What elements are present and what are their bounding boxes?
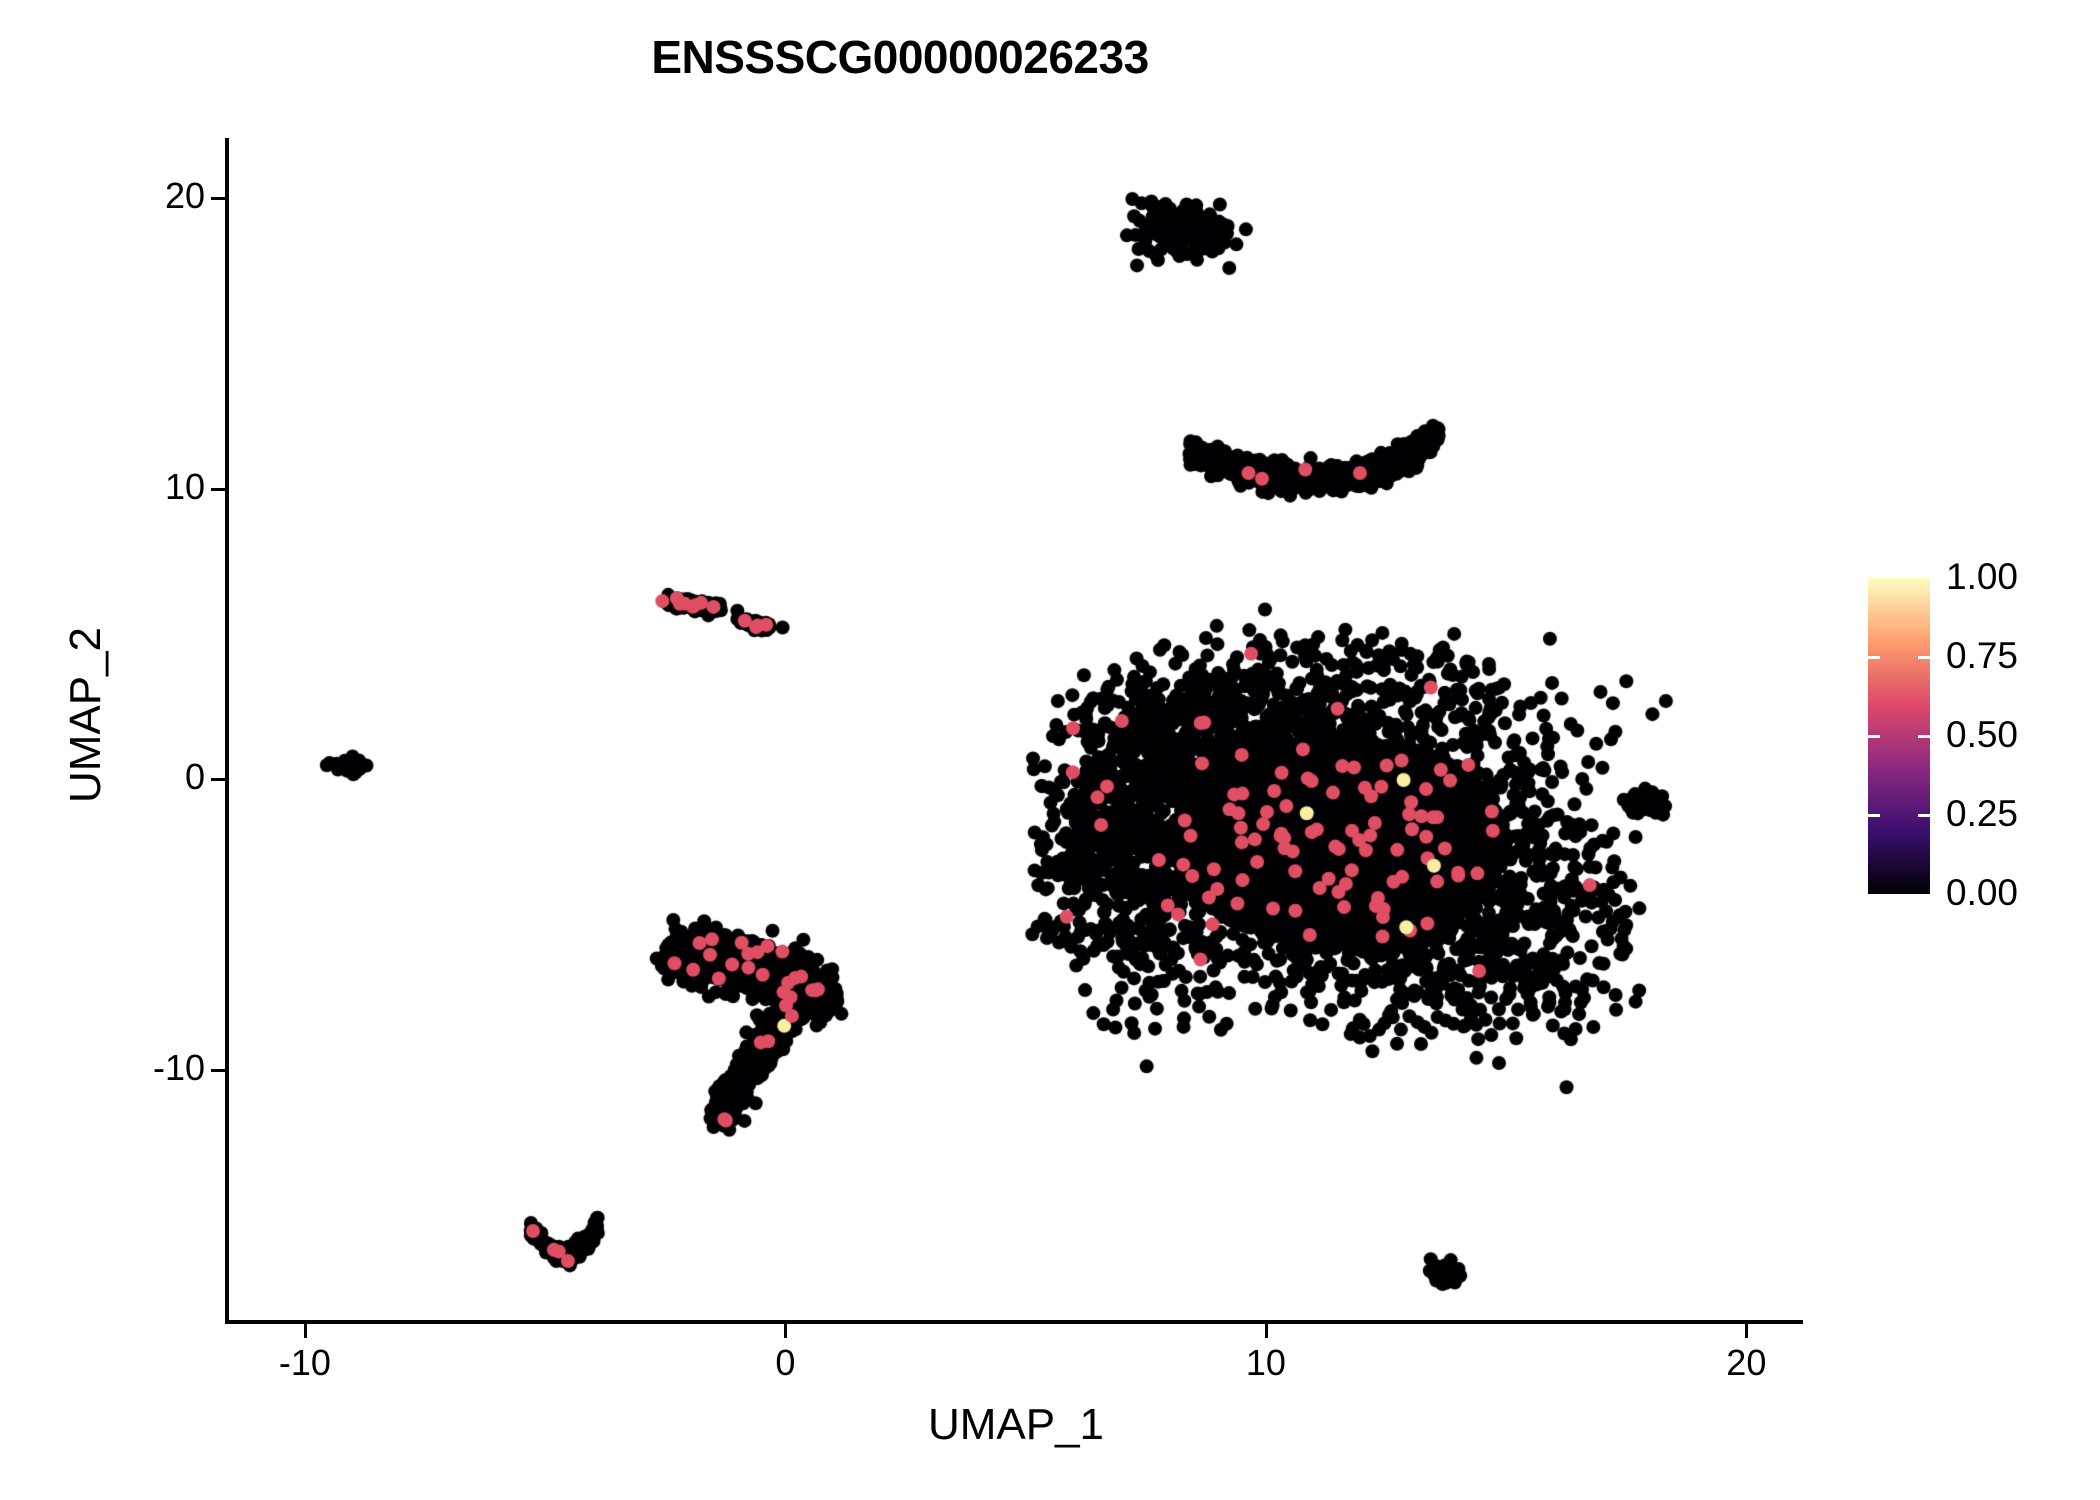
legend-tick-label: 0.50	[1946, 714, 2019, 755]
x-tick-mark	[784, 1324, 788, 1338]
x-axis-line	[225, 1320, 1803, 1324]
x-tick-mark	[303, 1324, 307, 1338]
legend-tick-mark	[1868, 814, 1880, 817]
x-tick-mark	[1264, 1324, 1268, 1338]
y-tick-label: -10	[152, 1047, 205, 1089]
color-legend: 1.00 0.75 0.50 0.25 0.00	[1868, 558, 2078, 913]
legend-tick-mark	[1918, 814, 1930, 817]
y-axis-title: UMAP_2	[61, 626, 110, 804]
legend-tick-mark	[1868, 656, 1880, 659]
legend-tick-label: 0.25	[1946, 793, 2019, 834]
legend-tick-mark	[1918, 656, 1930, 659]
plot-panel	[228, 140, 1804, 1320]
legend-tick-label: 0.00	[1946, 872, 2019, 913]
x-tick-label: 0	[775, 1342, 796, 1383]
x-tick-label: 10	[1245, 1342, 1286, 1383]
y-tick-label: 20	[164, 175, 205, 217]
y-axis-line	[225, 138, 229, 1324]
y-tick-mark	[211, 487, 225, 491]
x-tick-label: -10	[278, 1342, 331, 1383]
legend-tick-label: 1.00	[1946, 556, 2019, 597]
y-tick-label: 0	[184, 756, 205, 798]
x-tick-label: 20	[1726, 1342, 1767, 1383]
legend-tick-mark	[1918, 735, 1930, 738]
y-tick-mark	[211, 197, 225, 201]
y-tick-label: 10	[164, 465, 205, 507]
y-tick-mark	[211, 1069, 225, 1073]
legend-tick-mark	[1868, 735, 1880, 738]
y-tick-mark	[211, 778, 225, 782]
x-tick-mark	[1745, 1324, 1749, 1338]
legend-tick-label: 0.75	[1946, 635, 2019, 676]
page-title: ENSSSCG00000026233	[651, 31, 1149, 83]
x-axis-title: UMAP_1	[927, 1400, 1105, 1449]
scatter-points-layer	[228, 140, 1804, 1320]
